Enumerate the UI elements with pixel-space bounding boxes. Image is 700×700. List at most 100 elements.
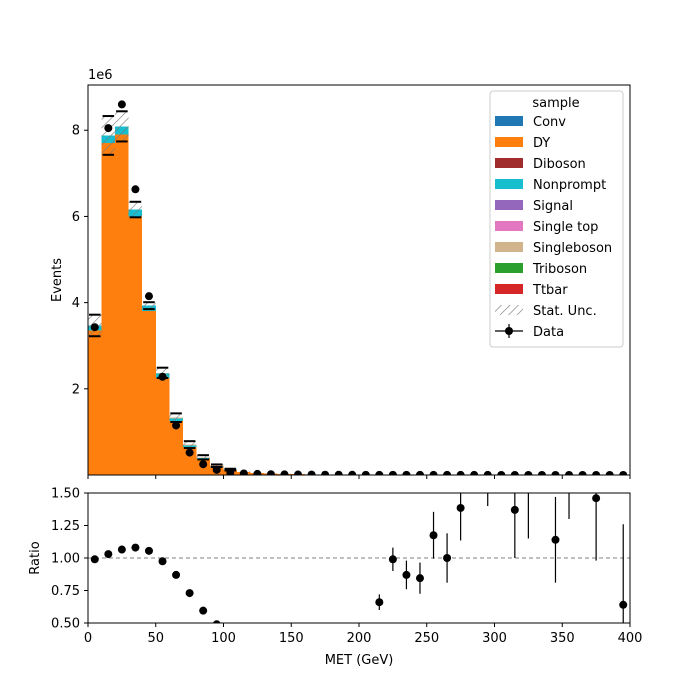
data-point-bin-36 [578, 470, 587, 475]
ratio-point-0 [90, 555, 99, 564]
data-point-bin-37 [592, 470, 601, 475]
legend-label-single-top: Single top [533, 220, 598, 235]
data-point-bin-18 [334, 470, 343, 475]
ratio-point-4 [144, 546, 153, 555]
main-y-tick-label-4: 4 [72, 296, 80, 311]
ratio-point-14 [429, 531, 438, 540]
data-point-bin-10 [226, 468, 235, 475]
ratio-x-tick-label-150: 150 [279, 631, 304, 646]
ratio-y-tick-label-0.75: 0.75 [51, 584, 80, 599]
main-panel: 2 4 6 8 1e6 Events sample Conv DY Diboson Nonp… [50, 68, 631, 479]
legend-swatch-signal [495, 200, 523, 210]
stat-unc-bin-3 [128, 201, 143, 218]
data-point-bin-31 [510, 470, 519, 475]
legend-swatch-stat-unc [495, 305, 523, 315]
data-point-bin-4 [144, 292, 153, 301]
bar-dy-bin-4 [142, 311, 156, 475]
ratio-point-6 [172, 570, 181, 579]
data-point-bin-22 [388, 470, 397, 475]
legend-frame [489, 90, 624, 348]
ratio-point-7 [185, 589, 194, 598]
stat-unc-bin-1 [101, 116, 116, 155]
data-point-bin-1 [104, 124, 113, 133]
ratio-x-tick-label-400: 400 [618, 631, 643, 646]
data-point-bin-8 [199, 460, 208, 469]
main-y-axis-label: Events [50, 258, 65, 302]
legend-swatch-singleboson [495, 242, 523, 252]
legend-swatch-nonprompt [495, 179, 523, 189]
ratio-point-20 [551, 535, 560, 544]
data-point-bin-2 [117, 100, 126, 109]
data-point-bin-33 [537, 470, 546, 475]
bar-dy-bin-1 [101, 143, 116, 475]
ratio-point-15 [443, 554, 452, 562]
ratio-point-16 [456, 503, 465, 512]
legend-swatch-single-top [495, 221, 523, 231]
legend-label-diboson: Diboson [533, 157, 586, 172]
legend-label-triboson: Triboson [532, 262, 587, 277]
ratio-x-tick-label-200: 200 [347, 631, 372, 646]
ratio-point-8 [199, 606, 208, 615]
data-points [90, 100, 628, 475]
ratio-y-axis-label: Ratio [28, 541, 43, 574]
ratio-x-tick-label-50: 50 [147, 631, 164, 646]
data-point-bin-13 [266, 470, 275, 475]
stat-unc-bin-2 [115, 111, 129, 142]
stacked-bars [88, 126, 630, 475]
stat-unc-bin-9 [209, 464, 224, 468]
ratio-point-10 [375, 598, 384, 607]
data-point-bin-21 [375, 470, 384, 475]
main-x-ticks [87, 475, 631, 479]
stat-unc-bin-8 [196, 455, 210, 460]
data-point-bin-16 [307, 470, 316, 475]
ratio-point-23 [619, 600, 628, 609]
data-point-bin-14 [280, 470, 289, 475]
legend-label-singleboson: Singleboson [533, 241, 612, 256]
legend-swatch-conv [495, 116, 523, 126]
data-point-bin-11 [239, 469, 248, 475]
ratio-y-ticks: 0.50 0.75 1.00 1.25 1.50 [51, 487, 88, 632]
bar-dy-bin-5 [155, 378, 170, 475]
ratio-y-tick-label-0.50: 0.50 [51, 617, 80, 632]
ratio-y-tick-label-1.25: 1.25 [51, 519, 80, 534]
ratio-point-12 [402, 570, 411, 579]
data-point-bin-30 [497, 470, 506, 475]
ratio-y-tick-label-1.00: 1.00 [51, 552, 80, 567]
legend-swatch-diboson [495, 158, 523, 168]
data-point-bin-15 [294, 470, 303, 475]
data-point-bin-23 [402, 470, 411, 475]
data-point-bin-25 [429, 470, 438, 475]
ratio-point-21 [565, 476, 573, 484]
legend-swatch-ttbar [495, 284, 523, 294]
data-point-bin-24 [415, 470, 424, 475]
data-point-bin-0 [90, 323, 99, 332]
ratio-points [90, 476, 628, 623]
ratio-point-5 [158, 557, 167, 566]
ratio-point-2 [117, 545, 126, 554]
ratio-x-tick-label-300: 300 [482, 631, 507, 646]
ratio-x-tick-label-0: 0 [84, 631, 92, 646]
legend-label-conv: Conv [533, 115, 566, 130]
data-point-bin-6 [172, 421, 181, 430]
legend-label-nonprompt: Nonprompt [533, 178, 606, 193]
legend-label-ttbar: Ttbar [532, 283, 568, 298]
ratio-x-tick-label-250: 250 [414, 631, 439, 646]
ratio-y-tick-label-1.50: 1.50 [51, 487, 80, 502]
ratio-point-3 [131, 543, 140, 552]
main-y-tick-label-8: 8 [72, 124, 80, 139]
ratio-point-22 [592, 494, 601, 503]
stat-unc-bin-4 [142, 302, 156, 310]
data-point-bin-29 [483, 470, 492, 475]
data-point-bin-28 [470, 470, 479, 475]
data-point-bin-12 [253, 469, 262, 475]
data-point-bin-32 [524, 470, 533, 475]
legend-label-dy: DY [533, 136, 550, 151]
legend-swatch-triboson [495, 263, 523, 273]
data-point-bin-9 [212, 465, 221, 474]
ratio-point-11 [388, 555, 397, 564]
stat-unc-bin-6 [169, 413, 183, 422]
legend-label-signal: Signal [533, 199, 573, 214]
data-point-bin-38 [605, 470, 614, 475]
data-point-bin-35 [565, 470, 574, 475]
